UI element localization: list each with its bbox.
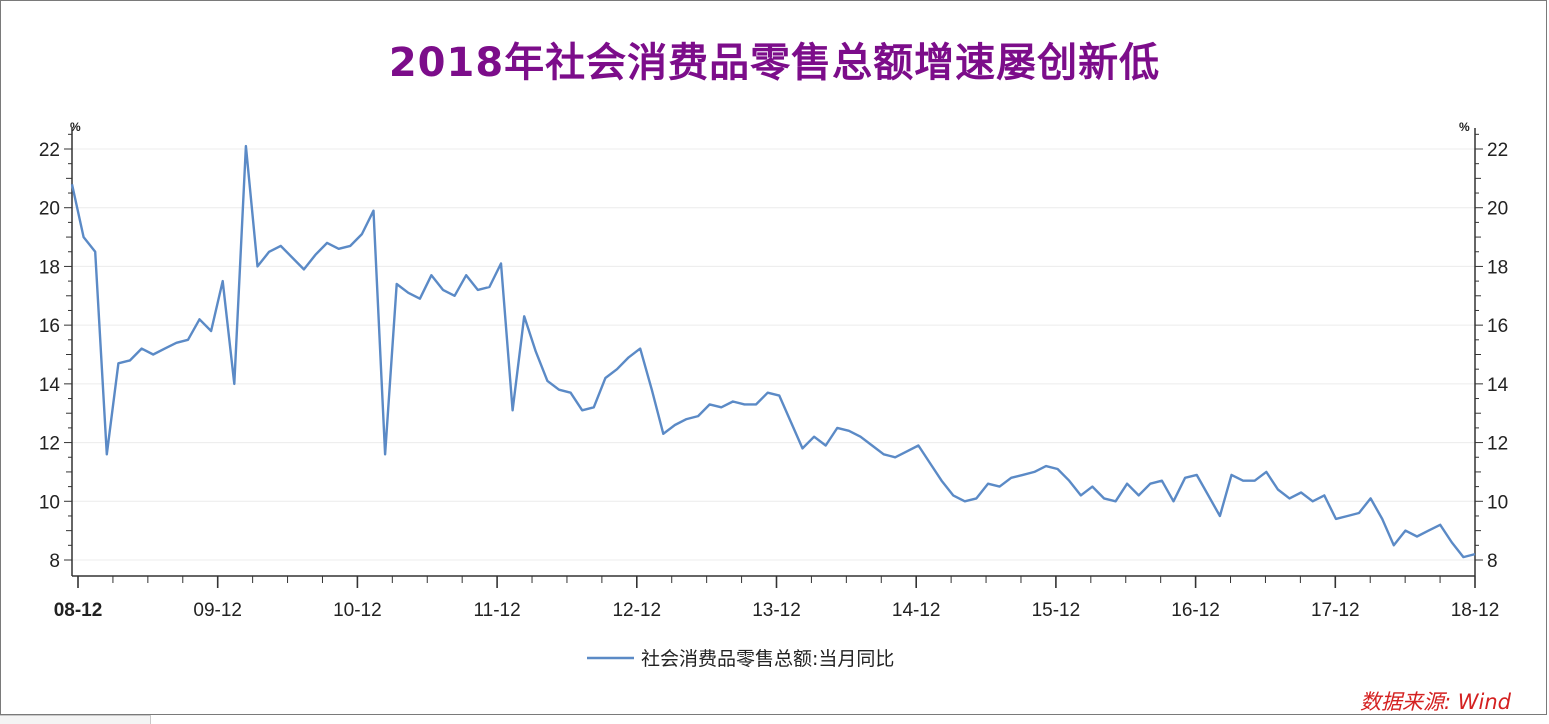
y-tick-label-right: 8 (1487, 551, 1498, 572)
legend: 社会消费品零售总额:当月同比 (587, 648, 894, 670)
y-tick-label-right: 16 (1487, 316, 1508, 337)
y-tick-label-left: 10 (39, 492, 60, 513)
grid-layer (72, 148, 1475, 561)
y-tick-label-right: 20 (1487, 199, 1508, 220)
y-tick-label-right: 22 (1487, 140, 1508, 161)
y-tick-label-right: 14 (1487, 375, 1509, 396)
y-tick-label-left: 12 (39, 434, 60, 455)
series-layer (70, 144, 1476, 559)
x-tick-label: 16-12 (1171, 600, 1220, 621)
x-tick-label: 08-12 (54, 600, 103, 621)
x-tick-label: 12-12 (612, 600, 661, 621)
y-tick-label-left: 16 (39, 316, 60, 337)
y-tick-label-right: 12 (1487, 434, 1508, 455)
y-tick-label-left: 14 (39, 375, 61, 396)
series-line (70, 144, 1476, 559)
y-tick-label-right: 18 (1487, 257, 1508, 278)
y-tick-label-left: 22 (39, 140, 60, 161)
y-tick-label-left: 20 (39, 199, 60, 220)
axis-layer: 8 8 10 10 12 12 14 14 16 16 18 18 20 20 22 22% % 08-12 09-… (39, 120, 1509, 621)
chart-title: 2018年社会消费品零售总额增速屡创新低 (388, 40, 1161, 86)
x-tick-label: 14-12 (892, 600, 941, 621)
y-tick-label-left: 8 (49, 551, 60, 572)
sheet-tab[interactable] (0, 715, 151, 724)
x-tick-label: 15-12 (1032, 600, 1081, 621)
x-tick-label: 18-12 (1451, 600, 1500, 621)
legend-label: 社会消费品零售总额:当月同比 (641, 648, 894, 670)
source-label: 数据来源: Wind (1360, 690, 1511, 714)
x-tick-label: 10-12 (333, 600, 382, 621)
x-tick-label: 13-12 (752, 600, 801, 621)
y-unit-left: % (70, 120, 81, 134)
x-tick-label: 17-12 (1311, 600, 1360, 621)
y-tick-label-left: 18 (39, 257, 60, 278)
x-tick-label: 11-12 (474, 600, 521, 621)
x-tick-label: 09-12 (193, 600, 242, 621)
y-tick-label-right: 10 (1487, 492, 1508, 513)
y-unit-right: % (1459, 120, 1470, 134)
